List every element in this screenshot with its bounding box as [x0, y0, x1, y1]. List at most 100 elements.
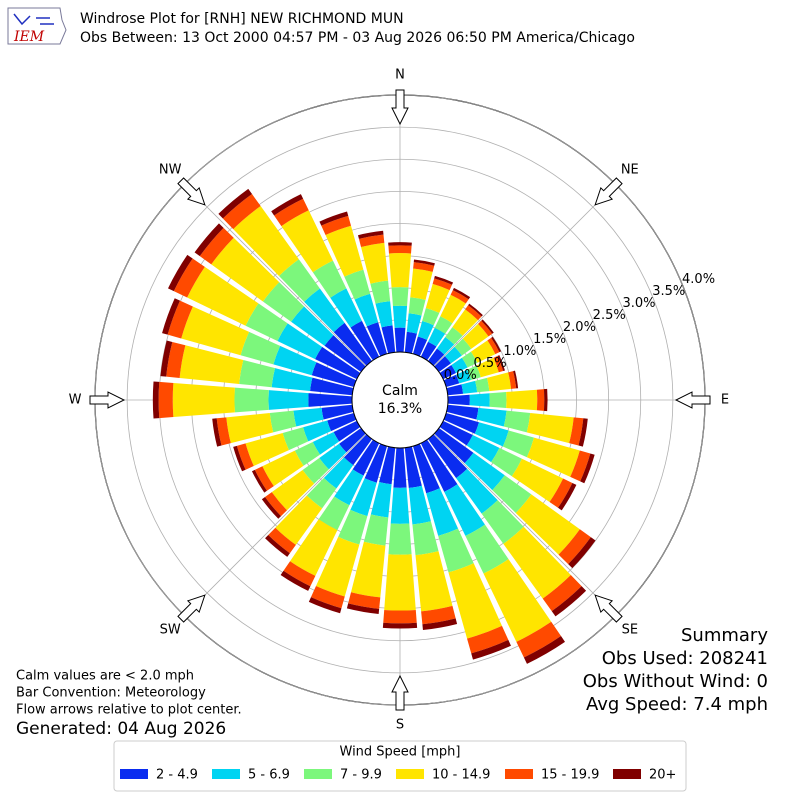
bar-segment	[410, 268, 433, 300]
bar-segment	[382, 622, 418, 629]
legend-label: 15 - 19.9	[541, 768, 599, 783]
bar-segment	[549, 478, 573, 508]
bar-segment	[408, 485, 431, 525]
bar-segment	[487, 337, 500, 355]
bar-segment	[312, 431, 340, 455]
bar-segment	[491, 336, 502, 353]
bar-segment	[451, 357, 468, 374]
bar-segment	[464, 452, 505, 491]
bar-segment	[351, 541, 386, 598]
legend-label: 7 - 9.9	[340, 768, 382, 783]
bar-segment	[324, 335, 366, 372]
bar-segment	[366, 322, 388, 357]
bar-segment	[513, 370, 519, 389]
bar-segment	[413, 259, 435, 266]
bar-segment	[523, 636, 565, 664]
bar-segment	[321, 404, 354, 420]
bar-segment	[493, 355, 504, 373]
bar-segment	[179, 345, 244, 384]
note: Flow arrows relative to plot center.	[16, 703, 242, 718]
bar-segment	[526, 412, 574, 444]
bar-segment	[466, 435, 500, 463]
bar-segment	[319, 211, 349, 226]
bar-segment	[166, 341, 186, 379]
bar-segment	[536, 389, 545, 411]
r-tick-label: 4.0%	[682, 272, 715, 287]
bar-segment	[415, 551, 453, 612]
bar-segment	[274, 198, 309, 227]
bar-segment	[391, 287, 409, 307]
bar-segment	[434, 275, 454, 285]
r-tick-label: 1.0%	[503, 344, 536, 359]
bar-segment	[452, 287, 471, 300]
bar-segment	[412, 336, 428, 357]
bar-segment	[404, 331, 417, 354]
arrow-shape	[391, 89, 409, 126]
bar-segment	[278, 259, 320, 302]
bar-segment	[262, 282, 305, 322]
bar-segment	[417, 321, 434, 340]
bar-segment	[558, 482, 577, 511]
bar-segment	[422, 308, 440, 326]
legend-swatch	[396, 769, 424, 779]
bar-segment	[282, 427, 309, 451]
bar-segment	[437, 337, 455, 355]
bar-segment	[489, 392, 507, 408]
bar-segment	[181, 306, 250, 356]
bar-segment	[325, 225, 364, 277]
bar-segment	[379, 446, 396, 485]
summary-line: Obs Used: 208241	[602, 648, 768, 669]
bar-segment	[486, 372, 512, 392]
bar-segment	[173, 258, 205, 298]
compass-arrow	[674, 391, 711, 409]
bar-segment	[420, 341, 437, 361]
bar-segment	[194, 223, 224, 257]
bar-segment	[422, 618, 458, 630]
calm-circle	[351, 351, 449, 449]
bar-segment	[339, 428, 366, 453]
bar-segment	[578, 418, 588, 447]
bar-segment	[333, 420, 361, 442]
bar-segment	[162, 298, 180, 335]
r-tick-label: 3.0%	[622, 296, 655, 311]
bar-segment	[283, 561, 316, 587]
arrow-shape	[594, 594, 623, 623]
bar-segment	[568, 537, 596, 569]
grid-spoke	[184, 399, 401, 616]
bar-segment	[323, 457, 354, 489]
bar-segment	[492, 475, 532, 513]
bar-segment	[330, 288, 362, 328]
bar-segment	[303, 420, 332, 442]
bar-segment	[226, 412, 274, 444]
r-tick-label: 3.5%	[652, 284, 685, 299]
bar-segment	[275, 495, 323, 545]
bar-segment	[470, 340, 496, 363]
bar-segment	[404, 446, 422, 489]
bar-segment	[364, 443, 388, 483]
r-tick-label: 0.0%	[444, 368, 477, 383]
bar-segment	[273, 345, 317, 376]
legend-swatch	[613, 769, 641, 779]
bar-segment	[476, 357, 499, 378]
bar-segment	[233, 445, 246, 472]
bar-segment	[262, 450, 304, 487]
bar-segment	[467, 625, 509, 654]
bar-segment	[503, 410, 531, 433]
bar-segment	[444, 484, 485, 536]
bar-segment	[245, 432, 289, 467]
bar-segment	[450, 290, 469, 304]
arrow-shape	[674, 391, 711, 409]
bar-segment	[310, 586, 345, 609]
arrow-shape	[594, 177, 623, 206]
bar-segment	[344, 434, 372, 466]
logo-text: IEM	[13, 29, 45, 45]
bar-segment	[211, 237, 280, 302]
bar-segment	[218, 188, 253, 219]
bar-segment	[172, 382, 235, 418]
bar-segment	[271, 470, 315, 511]
bar-segment	[408, 297, 426, 316]
summary-line: Summary	[681, 625, 768, 646]
bar-segment	[357, 230, 384, 239]
